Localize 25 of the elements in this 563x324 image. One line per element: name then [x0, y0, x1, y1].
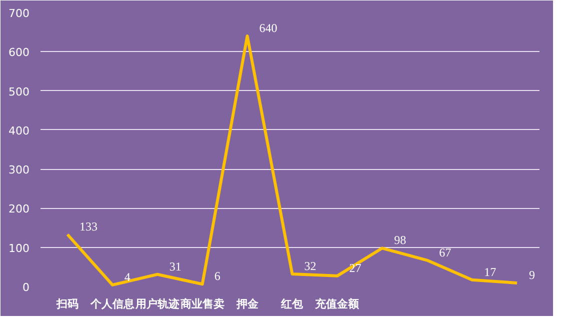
x-tick-label: 红包: [280, 298, 304, 310]
data-label: 31: [169, 259, 182, 274]
x-tick-label: 个人信息: [89, 298, 136, 310]
y-tick-label: 100: [8, 242, 30, 255]
y-tick-label: 300: [8, 164, 30, 177]
data-label: 98: [394, 233, 406, 248]
y-tick-label: 200: [8, 202, 30, 216]
x-tick-label: 商业售卖: [179, 298, 224, 310]
y-tick-label: 600: [8, 46, 30, 60]
line-series: [66, 34, 519, 286]
x-tick-label: 扫码: [55, 298, 78, 310]
y-tick-label: 0: [22, 281, 30, 294]
y-tick-label: 400: [8, 124, 30, 138]
x-tick-label: 充值金额: [314, 298, 360, 310]
y-tick-label: 700: [8, 7, 30, 20]
x-tick-label: 押金: [235, 298, 260, 310]
data-label: 32: [304, 258, 316, 273]
y-tick-label: 500: [8, 85, 30, 98]
data-label: 17: [484, 264, 496, 279]
data-label: 640: [259, 20, 278, 35]
data-label: 133: [79, 219, 98, 234]
x-tick-label: 用户轨迹: [134, 298, 180, 310]
data-label: 6: [214, 269, 220, 284]
data-label: 9: [529, 268, 536, 282]
data-label: 67: [439, 245, 452, 260]
